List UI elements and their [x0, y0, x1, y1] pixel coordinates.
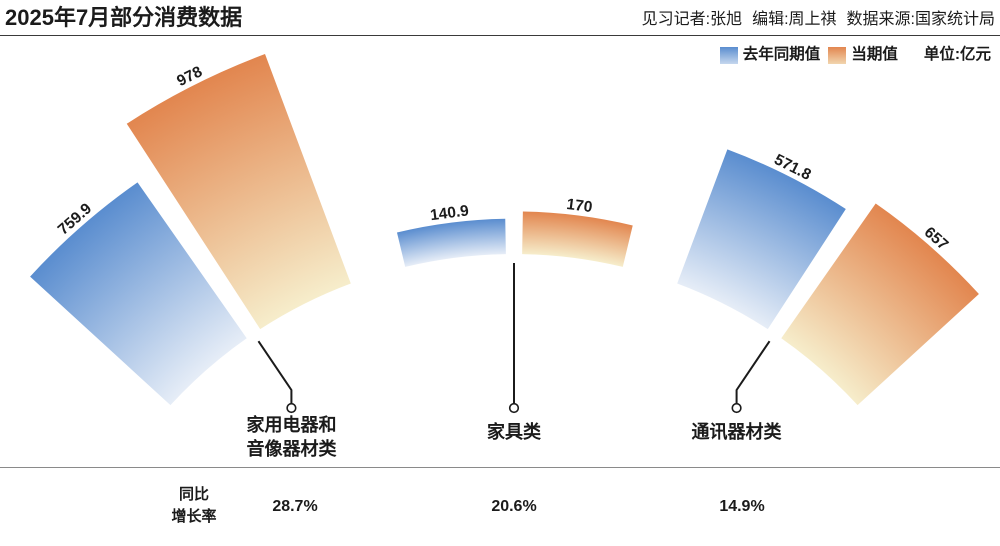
- yoy-growth-value-furniture: 20.6%: [491, 498, 537, 515]
- legend-label-last-year: 去年同期值: [742, 46, 821, 63]
- bar-last-year-appliances-av: [30, 182, 247, 406]
- connector-line-telecom: [735, 340, 771, 404]
- legend-label-current: 当期值: [851, 46, 898, 63]
- footer-divider: [0, 467, 1000, 468]
- legend: 去年同期值 当期值 单位:亿元: [719, 45, 991, 65]
- unit-label: 单位:亿元: [923, 46, 991, 63]
- legend-item-current: 当期值: [828, 45, 898, 65]
- data-source-credit: 数据来源:国家统计局: [846, 11, 995, 28]
- yoy-growth-label-line: 增长率: [171, 508, 217, 525]
- connector-dot-telecom: [731, 402, 742, 414]
- yoy-growth-value-appliances-av: 28.7%: [272, 498, 318, 515]
- yoy-growth-value-telecom: 14.9%: [719, 498, 765, 515]
- legend-swatch-current: [828, 46, 847, 64]
- chart-title: 2025年7月部分消费数据: [5, 5, 243, 30]
- bar-last-year-telecom: [677, 149, 846, 330]
- category-label-appliances-av: 家用电器和音像器材类: [246, 415, 337, 459]
- legend-item-last-year: 去年同期值: [719, 45, 821, 65]
- editor-credit: 编辑:周上祺: [752, 11, 837, 28]
- credits: 见习记者:张旭 编辑:周上祺 数据来源:国家统计局: [642, 9, 995, 31]
- connector-dot-appliances-av: [286, 402, 297, 414]
- bar-current-telecom: [781, 203, 979, 406]
- title-divider: [0, 35, 1000, 36]
- legend-swatch-last-year: [719, 46, 738, 64]
- value-label-current-furniture: 170: [565, 196, 593, 216]
- category-label-telecom: 通讯器材类: [691, 422, 782, 442]
- category-label-furniture: 家具类: [487, 422, 541, 442]
- yoy-growth-label: 同比 增长率: [164, 484, 224, 528]
- value-label-last-year-furniture: 140.9: [429, 202, 470, 224]
- yoy-growth-label-line: 同比: [178, 486, 209, 503]
- connector-dot-furniture: [508, 402, 520, 414]
- connector-line-appliances-av: [257, 340, 293, 404]
- bar-last-year-furniture: [396, 218, 506, 267]
- bar-current-furniture: [522, 211, 633, 267]
- bar-current-appliances-av: [126, 54, 351, 330]
- reporter-credit: 见习记者:张旭: [641, 11, 743, 28]
